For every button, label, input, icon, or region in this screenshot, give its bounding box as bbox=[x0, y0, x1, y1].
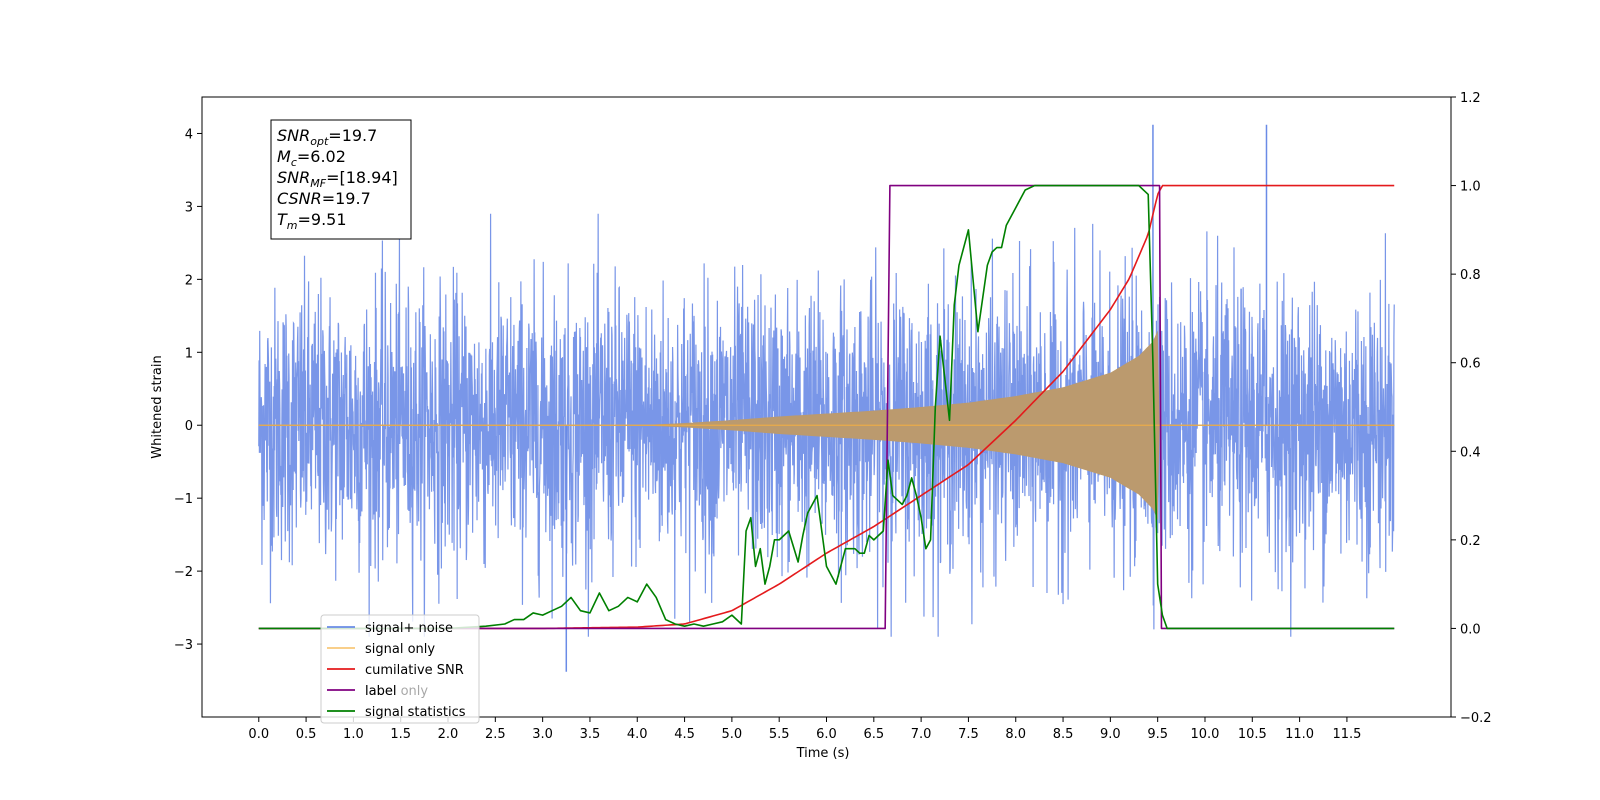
legend-label: signal+ noise bbox=[365, 621, 453, 636]
x-tick-label: 8.5 bbox=[1053, 727, 1074, 742]
x-tick-label: 10.5 bbox=[1238, 727, 1267, 742]
annotation-frame bbox=[270, 119, 412, 240]
series-layer bbox=[258, 124, 1395, 672]
x-tick-label: 9.5 bbox=[1147, 727, 1168, 742]
y-tick-label: 0 bbox=[185, 419, 193, 434]
y-tick-label: 4 bbox=[185, 127, 193, 142]
y-tick-label: −3 bbox=[174, 638, 193, 653]
legend-label: signal statistics bbox=[365, 705, 466, 720]
x-tick-label: 6.0 bbox=[816, 727, 837, 742]
y-axis-label: Whitened strain bbox=[150, 355, 165, 458]
x-tick-label: 0.0 bbox=[248, 727, 269, 742]
x-tick-label: 11.5 bbox=[1332, 727, 1361, 742]
x-tick-label: 6.5 bbox=[863, 727, 884, 742]
x-tick-label: 11.0 bbox=[1285, 727, 1314, 742]
x-tick-label: 3.0 bbox=[532, 727, 553, 742]
legend-frame bbox=[320, 614, 480, 724]
y-tick-label: 1 bbox=[185, 346, 193, 361]
y-right-tick-label: 0.4 bbox=[1460, 445, 1481, 460]
annotation-line: CSNR=19.7 bbox=[277, 189, 371, 208]
y-right-tick-label: 0.0 bbox=[1460, 622, 1481, 637]
y-tick-label: 2 bbox=[185, 273, 193, 288]
x-axis-label: Time (s) bbox=[796, 746, 850, 761]
y-tick-label: −1 bbox=[174, 492, 193, 507]
x-tick-label: 5.5 bbox=[769, 727, 790, 742]
x-tick-label: 7.5 bbox=[958, 727, 979, 742]
annotation-box: SNRopt=19.7Mc=6.02SNRMF=[18.94]CSNR=19.7… bbox=[270, 119, 412, 240]
y-right-tick-label: −0.2 bbox=[1460, 711, 1492, 726]
x-tick-label: 10.0 bbox=[1191, 727, 1220, 742]
y-tick-label: 3 bbox=[185, 200, 193, 215]
annotation-line: Mc=6.02 bbox=[277, 147, 346, 169]
y-right-tick-label: 0.2 bbox=[1460, 534, 1481, 549]
x-tick-label: 8.0 bbox=[1005, 727, 1026, 742]
y-tick-label: −2 bbox=[174, 565, 193, 580]
legend-overlap-text: label only bbox=[365, 684, 428, 699]
y-right-tick-label: 0.6 bbox=[1460, 357, 1481, 372]
legend-label: cumilative SNR bbox=[365, 663, 464, 678]
legend-label: label bbox=[365, 684, 396, 699]
x-tick-label: 7.0 bbox=[911, 727, 932, 742]
y-right-tick-label: 1.2 bbox=[1460, 91, 1481, 106]
series-signal-noise bbox=[258, 213, 1395, 637]
series-signal-statistics bbox=[258, 184, 1395, 630]
x-tick-label: 5.0 bbox=[722, 727, 743, 742]
annotation-line: SNRMF=[18.94] bbox=[277, 168, 398, 190]
legend-label: signal only bbox=[365, 642, 435, 657]
x-tick-label: 3.5 bbox=[580, 727, 601, 742]
x-tick-label: 2.0 bbox=[438, 727, 459, 742]
x-tick-label: 9.0 bbox=[1100, 727, 1121, 742]
x-tick-label: 1.5 bbox=[390, 727, 411, 742]
y-right-tick-label: 1.0 bbox=[1460, 180, 1481, 195]
x-tick-label: 4.0 bbox=[627, 727, 648, 742]
x-tick-label: 4.5 bbox=[674, 727, 695, 742]
axes-layer: 0.0 0.5 1.0 1.5 2.0 2.5 3.0 3.5 4.0 4.5 5.0 5.5 6.0 6… bbox=[174, 91, 1492, 742]
x-tick-label: 2.5 bbox=[485, 727, 506, 742]
y-right-tick-label: 0.8 bbox=[1460, 268, 1481, 283]
annotation-line: Tm=9.51 bbox=[277, 210, 347, 232]
legend: signal+ noise signal only cumilative SNR la… bbox=[320, 614, 480, 724]
x-tick-label: 0.5 bbox=[296, 727, 317, 742]
x-tick-label: 1.0 bbox=[343, 727, 364, 742]
annotation-line: SNRopt=19.7 bbox=[277, 126, 377, 148]
